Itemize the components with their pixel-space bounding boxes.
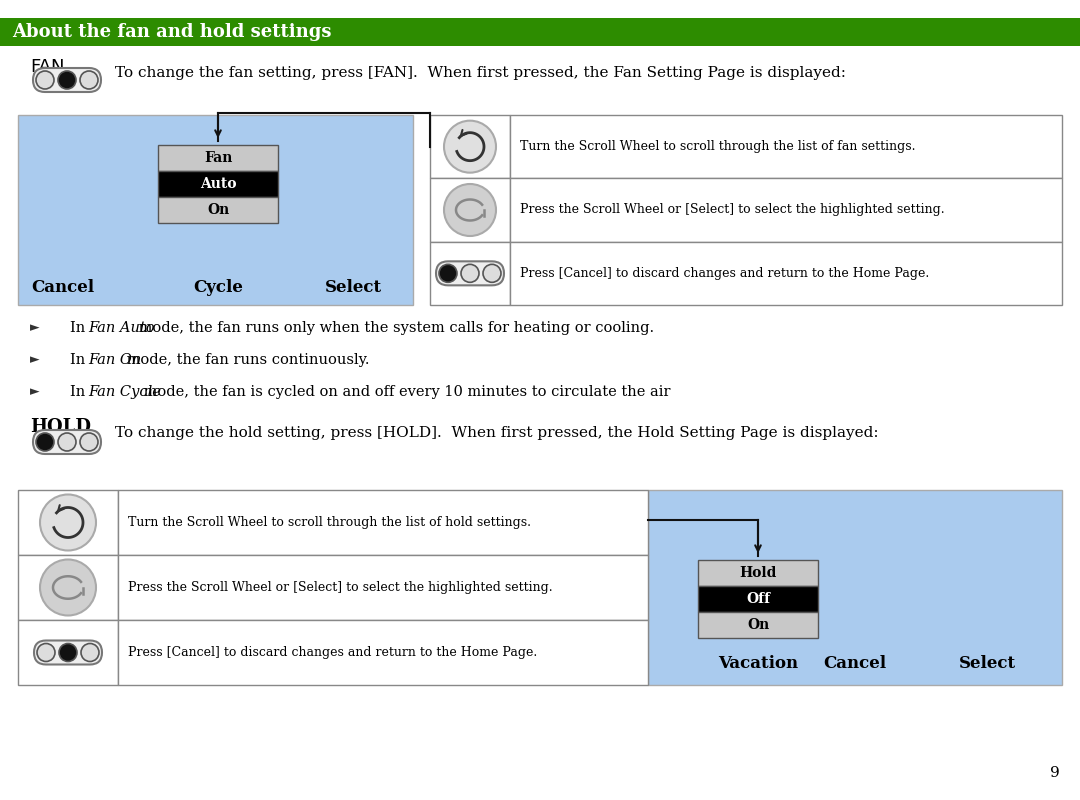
Circle shape <box>40 494 96 550</box>
FancyBboxPatch shape <box>33 68 102 92</box>
Circle shape <box>36 433 54 451</box>
Bar <box>430 242 510 305</box>
Circle shape <box>59 643 77 662</box>
Text: ►: ► <box>30 386 40 398</box>
Text: Press [Cancel] to discard changes and return to the Home Page.: Press [Cancel] to discard changes and re… <box>129 646 537 659</box>
Circle shape <box>438 264 457 282</box>
Text: Cycle: Cycle <box>193 278 243 295</box>
Bar <box>0 18 1080 46</box>
Text: Press [Cancel] to discard changes and return to the Home Page.: Press [Cancel] to discard changes and re… <box>519 267 929 280</box>
Text: Select: Select <box>324 278 381 295</box>
Text: In: In <box>70 385 90 399</box>
Circle shape <box>444 184 496 236</box>
Text: On: On <box>747 618 769 632</box>
Bar <box>118 555 648 620</box>
Bar <box>158 197 278 223</box>
Text: Cancel: Cancel <box>31 278 95 295</box>
Text: About the fan and hold settings: About the fan and hold settings <box>12 23 332 41</box>
Bar <box>510 242 1062 305</box>
Text: mode, the fan runs continuously.: mode, the fan runs continuously. <box>122 353 369 367</box>
Circle shape <box>483 264 501 282</box>
Bar <box>158 171 278 197</box>
Circle shape <box>461 264 480 282</box>
Circle shape <box>80 433 98 451</box>
Text: mode, the fan runs only when the system calls for heating or cooling.: mode, the fan runs only when the system … <box>134 321 653 335</box>
Circle shape <box>58 71 76 89</box>
Text: To change the fan setting, press [FAN].  When first pressed, the Fan Setting Pag: To change the fan setting, press [FAN]. … <box>114 66 846 80</box>
Text: mode, the fan is cycled on and off every 10 minutes to circulate the air: mode, the fan is cycled on and off every… <box>139 385 671 399</box>
Bar <box>158 145 278 171</box>
Text: Auto: Auto <box>200 177 237 191</box>
Circle shape <box>80 71 98 89</box>
Bar <box>510 178 1062 242</box>
Text: FAN: FAN <box>30 58 65 76</box>
Text: On: On <box>207 203 229 217</box>
Text: Turn the Scroll Wheel to scroll through the list of hold settings.: Turn the Scroll Wheel to scroll through … <box>129 516 531 529</box>
Bar <box>118 490 648 555</box>
Bar <box>118 620 648 685</box>
FancyBboxPatch shape <box>436 262 504 286</box>
Text: Fan On: Fan On <box>89 353 141 367</box>
Bar <box>430 115 510 178</box>
Circle shape <box>37 643 55 662</box>
Text: Fan Cycle: Fan Cycle <box>89 385 161 399</box>
Text: HOLD: HOLD <box>30 418 91 436</box>
Circle shape <box>444 121 496 173</box>
Bar <box>18 555 118 620</box>
Circle shape <box>58 433 76 451</box>
Text: ►: ► <box>30 354 40 366</box>
Bar <box>648 490 1062 685</box>
Text: 9: 9 <box>1050 766 1059 780</box>
Bar <box>510 115 1062 178</box>
Text: To change the hold setting, press [HOLD].  When first pressed, the Hold Setting : To change the hold setting, press [HOLD]… <box>114 426 879 440</box>
Text: Cancel: Cancel <box>823 654 887 671</box>
Text: ►: ► <box>30 322 40 334</box>
Text: Select: Select <box>959 654 1016 671</box>
Text: Press the Scroll Wheel or [Select] to select the highlighted setting.: Press the Scroll Wheel or [Select] to se… <box>129 581 553 594</box>
Text: Fan: Fan <box>204 151 232 165</box>
FancyBboxPatch shape <box>33 641 102 665</box>
Bar <box>698 560 818 586</box>
Text: In: In <box>70 321 90 335</box>
Circle shape <box>40 559 96 615</box>
Circle shape <box>81 643 99 662</box>
Text: Fan Auto: Fan Auto <box>89 321 154 335</box>
Text: Vacation: Vacation <box>718 654 798 671</box>
Bar <box>18 620 118 685</box>
Text: In: In <box>70 353 90 367</box>
FancyBboxPatch shape <box>33 430 102 454</box>
Text: Hold: Hold <box>740 566 777 580</box>
Circle shape <box>36 71 54 89</box>
Text: Off: Off <box>746 592 770 606</box>
Text: Turn the Scroll Wheel to scroll through the list of fan settings.: Turn the Scroll Wheel to scroll through … <box>519 140 916 153</box>
Text: Press the Scroll Wheel or [Select] to select the highlighted setting.: Press the Scroll Wheel or [Select] to se… <box>519 203 945 217</box>
Bar <box>698 586 818 612</box>
Bar <box>18 490 118 555</box>
Bar <box>430 178 510 242</box>
Bar <box>698 612 818 638</box>
Bar <box>18 115 413 305</box>
